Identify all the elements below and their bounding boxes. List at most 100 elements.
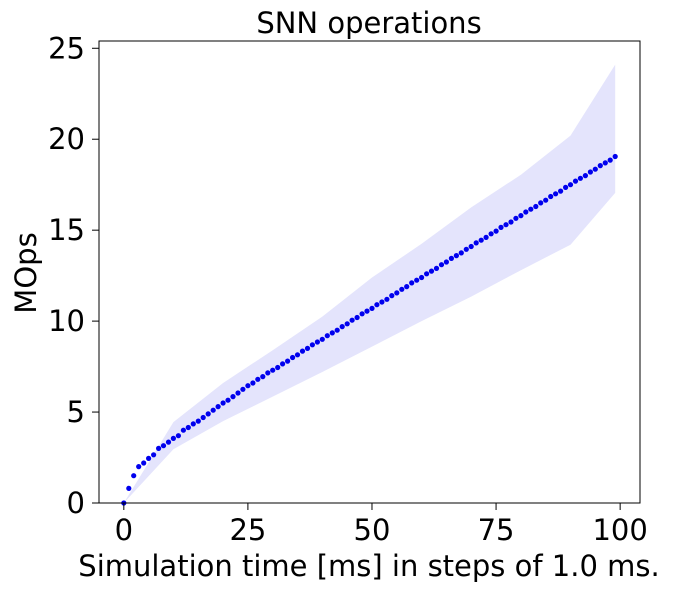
data-point	[419, 274, 425, 281]
chart-title: SNN operations	[256, 6, 481, 40]
data-point	[399, 286, 405, 292]
data-point	[195, 418, 201, 424]
data-point	[597, 163, 603, 169]
data-point	[508, 219, 514, 225]
data-point	[324, 333, 330, 339]
data-point	[498, 224, 504, 230]
uncertainty-band	[123, 64, 616, 503]
data-point	[424, 271, 430, 277]
data-point	[473, 240, 479, 246]
x-tick-label: 50	[354, 513, 391, 547]
data-point	[304, 345, 311, 351]
data-point	[235, 390, 241, 396]
data-point	[185, 424, 191, 431]
data-point	[275, 364, 281, 371]
y-tick-label: 10	[48, 304, 85, 338]
data-point	[240, 386, 246, 392]
data-point	[190, 421, 196, 427]
data-point	[518, 213, 524, 219]
data-point	[389, 293, 395, 299]
data-point	[548, 193, 554, 200]
data-point	[612, 153, 618, 160]
data-point	[250, 380, 256, 386]
data-point	[394, 290, 400, 296]
data-point	[503, 222, 509, 228]
data-point	[364, 308, 370, 314]
data-point	[414, 277, 420, 283]
data-point	[577, 175, 584, 181]
data-point	[513, 215, 519, 221]
data-point	[205, 411, 211, 417]
data-point	[523, 209, 529, 215]
data-point	[225, 397, 231, 403]
x-tick-label: 25	[229, 513, 266, 547]
data-point	[478, 237, 484, 243]
data-point	[443, 259, 449, 265]
x-tick-label: 0	[115, 513, 133, 547]
x-tick-label: 75	[478, 513, 515, 547]
data-point	[463, 246, 469, 252]
data-point	[538, 200, 544, 206]
data-point	[592, 166, 598, 172]
data-point	[567, 182, 574, 188]
data-point	[488, 231, 494, 237]
data-point	[453, 253, 459, 259]
axes-frame	[98, 40, 641, 504]
data-point	[558, 188, 564, 194]
data-point	[131, 473, 137, 479]
y-tick-label: 0	[67, 486, 85, 520]
data-point	[299, 348, 306, 354]
data-point	[245, 383, 251, 389]
data-point	[294, 352, 301, 358]
data-point	[493, 228, 499, 234]
data-point	[319, 336, 325, 342]
data-point	[151, 452, 157, 458]
data-point	[339, 324, 345, 330]
data-point	[354, 314, 360, 321]
data-point	[309, 342, 315, 348]
x-axis-ticks: 0 25 50 75 100	[115, 503, 648, 547]
data-point	[468, 243, 474, 250]
data-point	[146, 455, 152, 461]
data-point	[260, 374, 266, 380]
data-point	[448, 255, 454, 261]
data-point	[344, 321, 350, 327]
y-axis-ticks: 0 5 10 15 20 25	[48, 31, 99, 520]
data-point	[314, 339, 320, 345]
data-point	[374, 302, 380, 308]
data-point	[285, 358, 291, 364]
data-point	[126, 485, 132, 491]
data-point	[290, 354, 296, 361]
data-point	[433, 265, 440, 271]
data-point	[369, 305, 375, 311]
data-point	[359, 311, 365, 317]
data-point	[200, 414, 206, 421]
data-point	[170, 435, 176, 441]
y-tick-label: 20	[48, 122, 85, 156]
data-point	[334, 327, 340, 333]
data-point	[165, 439, 172, 445]
data-point	[528, 206, 534, 212]
data-point	[404, 284, 410, 290]
data-point	[587, 169, 594, 175]
data-point	[280, 361, 286, 367]
data-point	[563, 184, 569, 190]
plot-area	[121, 64, 618, 506]
data-point	[384, 296, 390, 302]
x-tick-label: 100	[592, 513, 647, 547]
data-point	[210, 407, 216, 413]
data-point	[349, 317, 355, 323]
data-point	[141, 460, 147, 466]
data-point	[156, 445, 162, 451]
data-point	[136, 464, 142, 470]
data-point	[582, 173, 589, 179]
y-tick-label: 15	[48, 213, 85, 247]
data-point	[265, 370, 271, 376]
data-point	[409, 280, 415, 286]
y-tick-label: 25	[48, 31, 85, 65]
data-point	[160, 443, 167, 449]
data-point	[255, 376, 261, 382]
data-point	[543, 197, 549, 203]
data-point	[379, 299, 385, 305]
